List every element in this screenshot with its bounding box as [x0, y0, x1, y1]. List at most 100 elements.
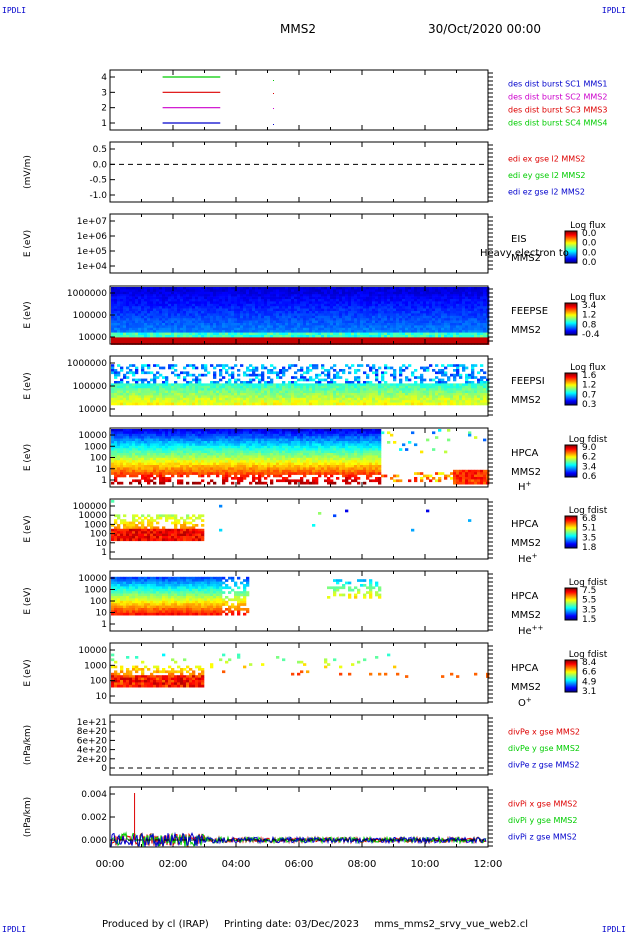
heatmap-cells	[111, 653, 490, 688]
y-tick-label: 100	[90, 454, 107, 464]
y-tick-label: 4e+20	[77, 746, 108, 756]
legend-entry: divPe y gse MMS2	[508, 744, 580, 753]
x-tick-label: 02:00	[159, 859, 188, 870]
burst-dot	[273, 108, 274, 109]
colorbar-tick-label: 3.5	[582, 533, 596, 543]
legend-entry: des dist burst SC4 MMS4	[508, 119, 607, 128]
colorbar-tick-label: 0.8	[582, 320, 597, 330]
colorbar	[564, 302, 578, 336]
y-tick-label: 10	[96, 609, 108, 619]
species-label: O+	[518, 696, 532, 709]
y-tick-label: 1000	[84, 661, 107, 671]
colorbar-tick-label: 0.0	[582, 229, 597, 239]
colorbar-tick-label: 1.6	[582, 371, 597, 381]
colorbar-tick-label: 7.5	[582, 586, 596, 596]
colorbar	[564, 587, 578, 621]
corner-label-top-right: IPDLI	[601, 6, 626, 15]
spacecraft-label: MMS2	[511, 467, 541, 478]
y-tick-label: 0.004	[81, 790, 107, 800]
species-label: He+	[518, 552, 538, 565]
panel-frame-2	[109, 213, 489, 274]
date-title: 30/Oct/2020 00:00	[428, 22, 542, 36]
footer-printing-date: Printing date: 03/Dec/2023	[223, 919, 359, 930]
y-tick-label: 1	[101, 548, 107, 558]
spacecraft-label: MMS2	[511, 325, 541, 336]
colorbar-title: Log fdist	[569, 578, 608, 588]
corner-label-bottom-right: IPDLI	[601, 925, 626, 934]
colorbar-tick-label: 3.5	[582, 605, 596, 615]
corner-label-top-left: IPDLI	[2, 6, 27, 15]
spacecraft-title: MMS2	[280, 22, 316, 36]
panel-frame-9	[109, 714, 489, 776]
y-tick-label: 1e+05	[77, 247, 107, 257]
colorbar-tick-label: 5.1	[582, 524, 596, 534]
colorbar-tick-label: 0.3	[582, 400, 596, 410]
y-tick-label: 100000	[73, 382, 108, 392]
y-tick-label: 10000	[78, 511, 107, 521]
colorbar	[564, 515, 578, 549]
colorbar	[564, 659, 578, 693]
stacked-chart: 4 3 2 1 des dist burst SC1 MMS1 des dist burs…	[23, 69, 608, 870]
instrument-label: EIS	[511, 234, 527, 245]
spacecraft-label: MMS2	[511, 253, 541, 264]
spacecraft-label: MMS2	[511, 682, 541, 693]
y-tick-label: 2	[101, 104, 107, 114]
colorbar-tick-label: 3.4	[582, 462, 597, 472]
colorbar-tick-label: 4.9	[582, 677, 597, 687]
y-axis-label: E (eV)	[23, 587, 33, 614]
y-tick-label: -1.0	[89, 191, 107, 201]
colorbar-title: Log flux	[570, 363, 606, 373]
legend-entry: edi ez gse l2 MMS2	[508, 188, 585, 197]
y-tick-label: 1000	[84, 586, 107, 596]
species-label: He++	[518, 624, 544, 637]
colorbar-tick-label: 1.8	[582, 543, 597, 553]
y-tick-label: 0.5	[93, 145, 107, 155]
colorbar-tick-label: 0.7	[582, 390, 596, 400]
y-tick-label: 10	[96, 465, 108, 475]
colorbar-title: Log flux	[570, 221, 606, 231]
y-tick-label: 100	[90, 530, 107, 540]
panel-frame-0	[109, 69, 489, 131]
y-tick-label: 1e+21	[77, 718, 107, 728]
colorbar-tick-label: -0.4	[582, 330, 600, 340]
y-tick-label: 1e+04	[77, 262, 108, 272]
y-tick-label: 100000	[73, 311, 108, 321]
colorbar-tick-label: 3.4	[582, 301, 597, 311]
y-tick-label: 0.000	[81, 836, 107, 846]
y-tick-label: 100	[90, 677, 107, 687]
y-axis-label: (mV/m)	[23, 155, 33, 189]
y-tick-label: 100000	[73, 502, 108, 512]
colorbar-tick-label: 6.2	[582, 453, 596, 463]
y-tick-label: 1000000	[67, 289, 107, 299]
panel-frame-1	[109, 141, 489, 203]
y-tick-label: 8e+20	[77, 727, 108, 737]
x-tick-label: 12:00	[474, 859, 503, 870]
footer-script-name: mms_mms2_srvy_vue_web2.cl	[374, 919, 528, 930]
instrument-label: HPCA	[511, 448, 539, 459]
y-tick-label: 10000	[78, 646, 107, 656]
burst-dot	[273, 124, 274, 125]
colorbar-tick-label: 6.6	[582, 668, 597, 678]
y-tick-label: 10000	[78, 431, 107, 441]
colorbar-title: Log fdist	[569, 506, 608, 516]
colorbar-tick-label: 1.2	[582, 311, 596, 321]
legend-entry: des dist burst SC3 MMS3	[508, 106, 607, 115]
y-axis-label: E (eV)	[23, 230, 33, 257]
instrument-label: HPCA	[511, 591, 539, 602]
legend-entry: divPi x gse MMS2	[508, 799, 577, 808]
species-label: H+	[518, 480, 532, 493]
x-tick-label: 04:00	[222, 859, 251, 870]
colorbar-title: Log flux	[570, 293, 606, 303]
colorbar-tick-label: 1.5	[582, 615, 596, 625]
y-axis-label: (nPa/km)	[23, 725, 33, 765]
y-tick-label: 1e+07	[77, 217, 107, 227]
instrument-label: FEEPSI	[511, 376, 545, 387]
instrument-label: HPCA	[511, 663, 539, 674]
y-tick-label: 6e+20	[77, 736, 108, 746]
y-tick-label: 1000000	[67, 359, 107, 369]
heatmap-cells	[111, 576, 382, 616]
colorbar-tick-label: 9.0	[582, 443, 597, 453]
y-tick-label: 100	[90, 597, 107, 607]
legend-entry: edi ey gse l2 MMS2	[508, 171, 586, 180]
y-tick-label: 2e+20	[77, 755, 108, 765]
